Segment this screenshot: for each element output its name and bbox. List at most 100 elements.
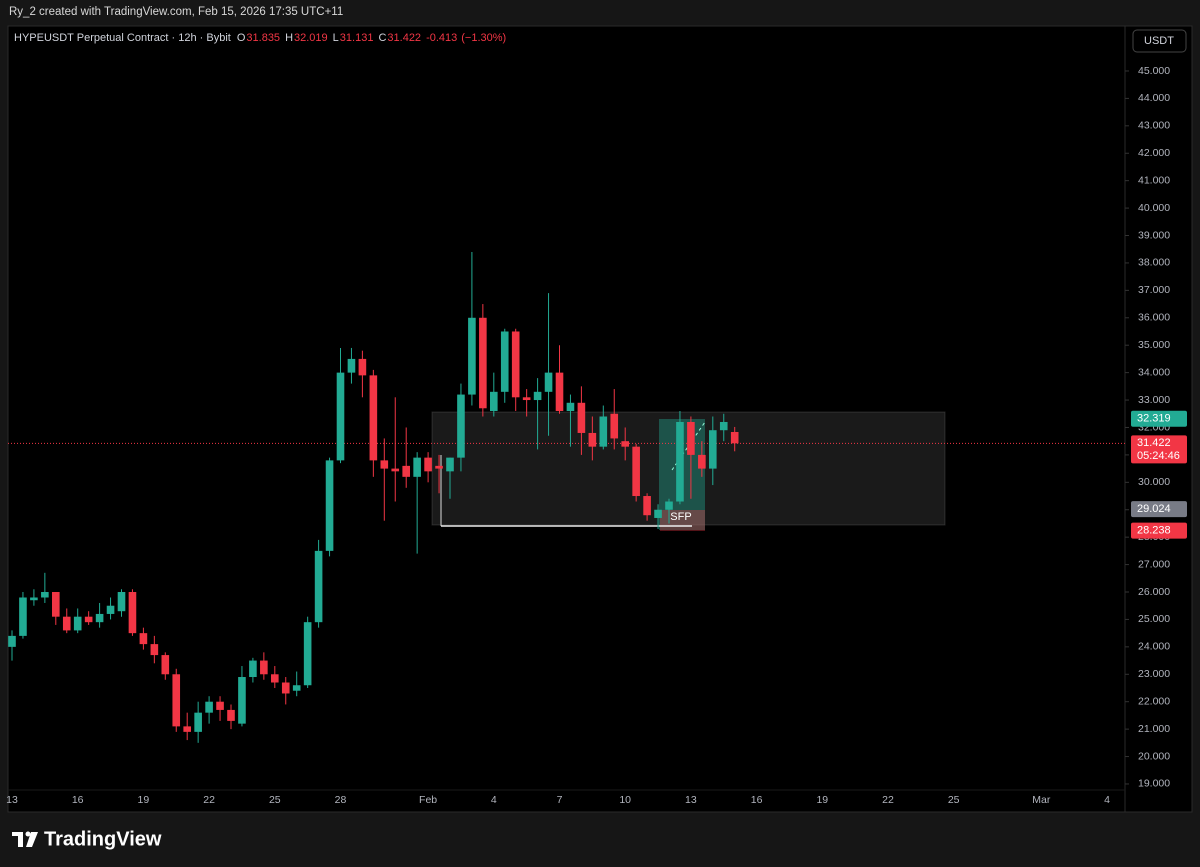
x-tick-label: 25 [948, 794, 960, 806]
y-tick-label: 38.000 [1138, 257, 1170, 269]
y-tick-label: 26.000 [1138, 586, 1170, 598]
candle-body [730, 431, 739, 444]
y-tick-label: 40.000 [1138, 202, 1170, 214]
candle-body [84, 616, 93, 623]
candle-body [30, 597, 38, 601]
ohlc-value: 31.131 [340, 32, 374, 44]
candle-body [183, 726, 191, 732]
currency-label[interactable]: USDT [1144, 35, 1174, 47]
y-tick-label: 37.000 [1138, 284, 1170, 296]
candle-body [281, 682, 290, 694]
ohlc-label: O [237, 32, 246, 44]
y-tick-label: 33.000 [1138, 394, 1170, 406]
ohlc-value: 31.422 [387, 32, 421, 44]
candle-body [161, 655, 170, 675]
candle-body [369, 375, 378, 461]
candle-body [227, 709, 235, 721]
x-tick-label: 7 [557, 794, 563, 806]
candle-body [446, 457, 454, 472]
y-tick-label: 25.000 [1138, 613, 1170, 625]
x-tick-label: 19 [816, 794, 828, 806]
candle-body [62, 616, 71, 631]
candle-body [336, 372, 345, 461]
candle-body [522, 397, 531, 401]
y-tick-label: 45.000 [1138, 65, 1170, 77]
candle-body [358, 358, 367, 376]
candle-body [271, 674, 279, 683]
ohlc-value: 31.835 [246, 32, 280, 44]
candle-body [457, 394, 465, 458]
candle-body [402, 465, 410, 477]
candle-body [303, 622, 312, 686]
price-tag-label: 31.422 [1137, 437, 1171, 449]
price-tag [1131, 435, 1187, 464]
currency-button[interactable] [1132, 29, 1187, 53]
header-note: Ry_2 created with TradingView.com, Feb 1… [9, 6, 343, 18]
candle-body [588, 432, 597, 447]
zones: SFP [431, 411, 946, 531]
logo-part [25, 831, 31, 837]
y-tick-label: 34.000 [1138, 366, 1170, 378]
candle-body [106, 605, 115, 614]
candle-body [150, 644, 159, 656]
candle-body [643, 496, 651, 516]
price-tag-label: 29.024 [1137, 503, 1171, 515]
candle-body [52, 592, 60, 617]
candle-body [380, 460, 389, 469]
candle-body [128, 592, 137, 634]
x-tick-label: 4 [1104, 794, 1110, 806]
candle-body [687, 421, 695, 455]
x-tick-label: 13 [6, 794, 18, 806]
candle-body [621, 441, 629, 447]
candle-body [249, 660, 257, 678]
candle-body [424, 457, 432, 472]
ohlc-value: 32.019 [294, 32, 328, 44]
change-value: -0.413 [426, 32, 457, 44]
candle-body [117, 592, 126, 612]
y-tick-label: 24.000 [1138, 641, 1170, 653]
candle-body [566, 402, 575, 412]
candle-body [577, 402, 586, 433]
y-tick-label: 36.000 [1138, 312, 1170, 324]
candle-body [194, 712, 202, 732]
candles [8, 251, 739, 743]
price-tag-countdown: 05:24:46 [1137, 450, 1180, 462]
price-tag [1131, 501, 1187, 518]
candle-body [413, 457, 421, 477]
x-tick-label: Feb [419, 794, 437, 806]
candle-body [500, 331, 509, 392]
candle-body [533, 391, 542, 401]
candle-body [632, 446, 640, 497]
candle-body [676, 421, 684, 502]
price-tag-label: 32.319 [1137, 413, 1171, 425]
candle-body [172, 674, 181, 727]
candle-body [19, 597, 27, 636]
chart-title: HYPEUSDT Perpetual Contract · 12h · Bybi… [14, 32, 231, 44]
candle-body [468, 317, 476, 395]
candle-body [654, 509, 662, 518]
candle-body [610, 413, 619, 439]
x-tick-label: 22 [203, 794, 215, 806]
candle-body [698, 454, 706, 469]
ohlc-label: H [285, 32, 293, 44]
candle-body [73, 616, 82, 631]
y-tick-label: 30.000 [1138, 476, 1170, 488]
candle-body [205, 701, 213, 713]
candle-body [555, 372, 564, 412]
candle-body [719, 421, 728, 431]
candle-body [511, 331, 520, 398]
candle-body [8, 635, 16, 647]
y-tick-label: 19.000 [1138, 778, 1170, 790]
x-tick-label: 28 [335, 794, 347, 806]
y-tick-label: 41.000 [1138, 174, 1170, 186]
y-tick-label: 39.000 [1138, 229, 1170, 241]
candle-body [544, 372, 553, 392]
candle-body [139, 633, 148, 645]
candle-body [292, 685, 301, 691]
x-tick-label: 16 [72, 794, 84, 806]
candle-body [435, 465, 443, 469]
candle-body [95, 613, 104, 623]
candle-body [599, 416, 608, 447]
candle-body [314, 550, 323, 623]
